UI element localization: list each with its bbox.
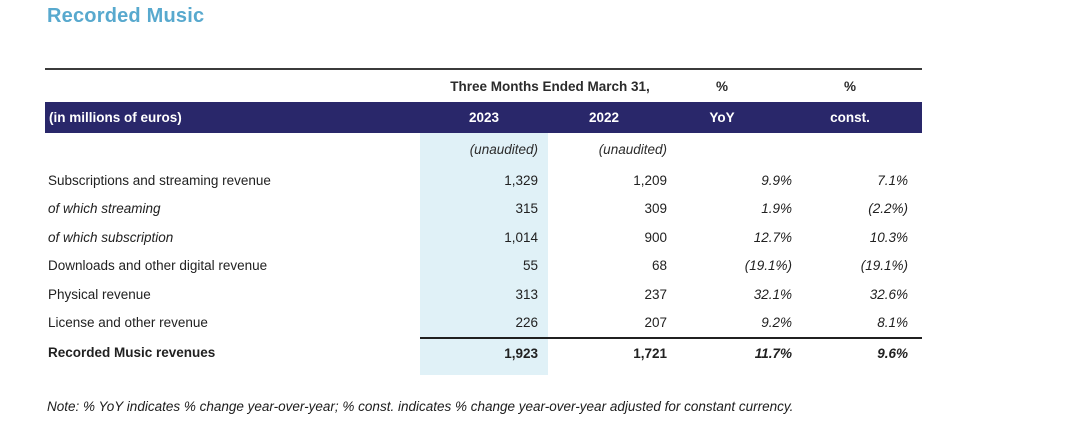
group-header-pct-const: % (843, 78, 856, 94)
row-value-2022: 237 (644, 286, 667, 302)
table-row: Subscriptions and streaming revenue 1,32… (45, 166, 922, 195)
row-value-yoy: 1.9% (761, 201, 792, 217)
footnote: Note: % YoY indicates % change year-over… (47, 399, 794, 414)
subheader-unaudited-2023: (unaudited) (420, 133, 548, 166)
row-value-yoy: 9.9% (761, 172, 792, 188)
table-row: Downloads and other digital revenue 55 6… (45, 251, 922, 280)
row-value-yoy: 32.1% (753, 286, 792, 302)
group-header-spacer (45, 70, 420, 102)
row-value-const: 8.1% (877, 315, 908, 331)
subheader-empty-const (800, 133, 922, 166)
table-column-header-row: (in millions of euros) 2023 2022 YoY con… (45, 102, 922, 133)
row-value-2023: 226 (420, 308, 548, 337)
total-value-yoy: 11.7% (680, 337, 800, 367)
row-label: Subscriptions and streaming revenue (48, 172, 271, 188)
row-label: of which subscription (48, 229, 174, 245)
table-group-header-row: Three Months Ended March 31, % % (45, 70, 922, 102)
row-label: of which streaming (48, 201, 161, 217)
table-row: of which subscription 1,014 900 12.7% 10… (45, 223, 922, 252)
row-value-2022: 68 (651, 258, 667, 274)
page-title: Recorded Music (47, 5, 205, 27)
row-value-2023: 1,329 (420, 166, 548, 195)
recorded-music-table: Three Months Ended March 31, % % (in mil… (45, 68, 922, 375)
subheader-unaudited-2022: (unaudited) (598, 142, 667, 157)
row-label: Downloads and other digital revenue (48, 258, 268, 274)
table-row: License and other revenue 226 207 9.2% 8… (45, 308, 922, 337)
table-row: of which streaming 315 309 1.9% (2.2%) (45, 194, 922, 223)
row-value-yoy: (19.1%) (744, 258, 792, 274)
row-value-2022: 1,209 (633, 172, 667, 188)
row-value-const: 10.3% (869, 229, 908, 245)
column-header-const: const. (830, 110, 870, 125)
table-total-row: Recorded Music revenues 1,923 1,721 11.7… (45, 337, 922, 367)
highlight-column-tail (45, 367, 922, 375)
column-header-2022: 2022 (588, 110, 620, 125)
group-header-pct-yoy: % (715, 78, 728, 94)
total-value-const: 9.6% (800, 337, 922, 367)
row-value-const: 7.1% (877, 172, 908, 188)
column-header-yoy: YoY (709, 110, 735, 125)
row-value-const: (19.1%) (860, 258, 908, 274)
highlight-tail-cell (420, 367, 548, 375)
subheader-empty-yoy (680, 133, 800, 166)
subheader-spacer (45, 133, 420, 166)
row-value-2022: 207 (644, 315, 667, 331)
total-label: Recorded Music revenues (48, 344, 216, 360)
column-header-units: (in millions of euros) (49, 110, 182, 125)
row-value-2023: 313 (420, 280, 548, 309)
row-value-2023: 55 (420, 251, 548, 280)
column-header-2023: 2023 (468, 110, 500, 125)
total-value-2023: 1,923 (420, 337, 548, 367)
row-value-2023: 1,014 (420, 223, 548, 252)
row-value-2022: 309 (644, 201, 667, 217)
table-subheader-row: (unaudited) (unaudited) (45, 133, 922, 166)
group-header-period: Three Months Ended March 31, (450, 78, 650, 94)
table-row: Physical revenue 313 237 32.1% 32.6% (45, 280, 922, 309)
row-value-const: (2.2%) (868, 201, 908, 217)
total-value-2022: 1,721 (548, 337, 680, 367)
row-value-2022: 900 (644, 229, 667, 245)
row-value-yoy: 9.2% (761, 315, 792, 331)
row-value-const: 32.6% (869, 286, 908, 302)
row-value-2023: 315 (420, 194, 548, 223)
row-label: License and other revenue (48, 315, 208, 331)
row-label: Physical revenue (48, 286, 151, 302)
row-value-yoy: 12.7% (753, 229, 792, 245)
